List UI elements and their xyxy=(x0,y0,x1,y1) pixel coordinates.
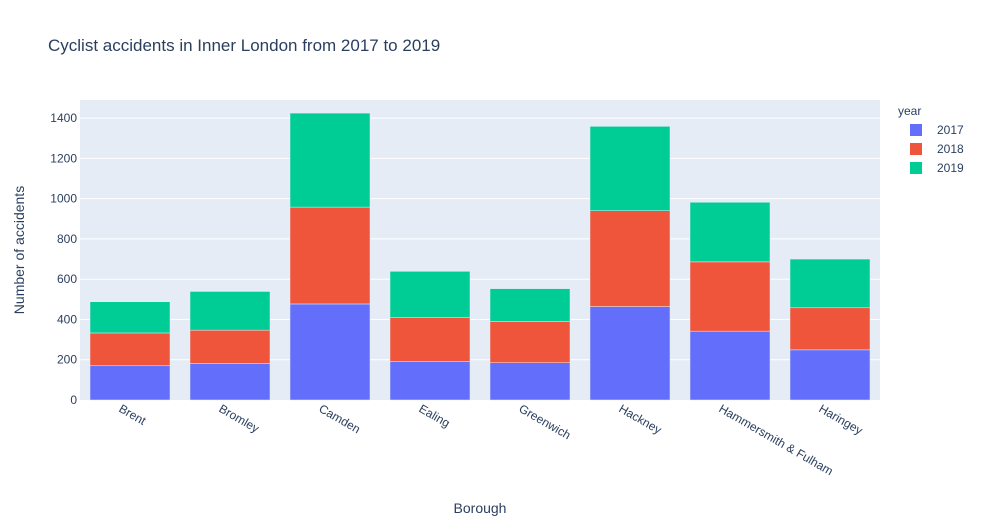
legend-swatch-2019 xyxy=(910,162,922,174)
bar-2019-3 xyxy=(389,271,471,318)
x-tick-label: Brent xyxy=(117,401,149,428)
bar-2017-3 xyxy=(389,361,471,401)
x-axis-title: Borough xyxy=(454,500,507,516)
y-tick-label: 1200 xyxy=(50,151,77,165)
bar-2018-4 xyxy=(489,321,571,364)
y-tick-label: 400 xyxy=(57,312,77,326)
bar-2018-0 xyxy=(89,332,171,367)
chart-title: Cyclist accidents in Inner London from 2… xyxy=(48,36,440,55)
x-tick-label: Bromley xyxy=(217,401,262,435)
bar-2019-4 xyxy=(489,288,571,322)
x-tick-labels: Brent Bromley Camden Ealing Greenwich Hackney… xyxy=(117,401,866,478)
bar-2017-2 xyxy=(289,303,371,401)
bar-2018-7 xyxy=(789,307,871,351)
legend-label: 2019 xyxy=(937,161,964,175)
bar-2018-1 xyxy=(189,329,271,364)
bar-2018-2 xyxy=(289,206,371,305)
bar-2018-3 xyxy=(389,317,471,362)
bar-2019-6 xyxy=(689,202,771,263)
bars xyxy=(89,112,871,401)
legend-swatch-2017 xyxy=(910,124,922,136)
bar-2019-0 xyxy=(89,301,171,334)
x-tick-label: Camden xyxy=(317,401,363,436)
bar-2019-2 xyxy=(289,112,371,208)
y-tick-label: 1000 xyxy=(50,192,77,206)
bar-2019-7 xyxy=(789,258,871,309)
y-tick-label: 0 xyxy=(70,393,77,407)
bar-2017-6 xyxy=(689,330,771,401)
legend-swatch-2018 xyxy=(910,143,922,155)
y-axis-title: Number of accidents xyxy=(11,186,27,314)
y-tick-label: 1400 xyxy=(50,111,77,125)
bar-2017-7 xyxy=(789,349,871,401)
bar-2017-1 xyxy=(189,363,271,401)
bar-2018-5 xyxy=(589,210,671,307)
y-tick-label: 200 xyxy=(57,353,77,367)
x-tick-label: Ealing xyxy=(417,401,453,430)
bar-2019-5 xyxy=(589,126,671,211)
legend-title: year xyxy=(898,104,921,118)
bar-2017-4 xyxy=(489,362,571,401)
x-tick-label: Hackney xyxy=(617,401,664,436)
y-tick-label: 800 xyxy=(57,232,77,246)
bar-2017-5 xyxy=(589,306,671,401)
bar-2019-1 xyxy=(189,291,271,331)
x-tick-label: Haringey xyxy=(817,401,866,437)
bar-2018-6 xyxy=(689,261,771,332)
legend-label: 2017 xyxy=(937,123,964,137)
y-tick-label: 600 xyxy=(57,272,77,286)
x-tick-label: Greenwich xyxy=(517,401,574,442)
legend-label: 2018 xyxy=(937,142,964,156)
bar-2017-0 xyxy=(89,365,171,401)
y-tick-labels: 0 200 400 600 800 1000 1200 1400 xyxy=(50,111,77,407)
legend: year 2017 2018 2019 xyxy=(898,104,964,175)
